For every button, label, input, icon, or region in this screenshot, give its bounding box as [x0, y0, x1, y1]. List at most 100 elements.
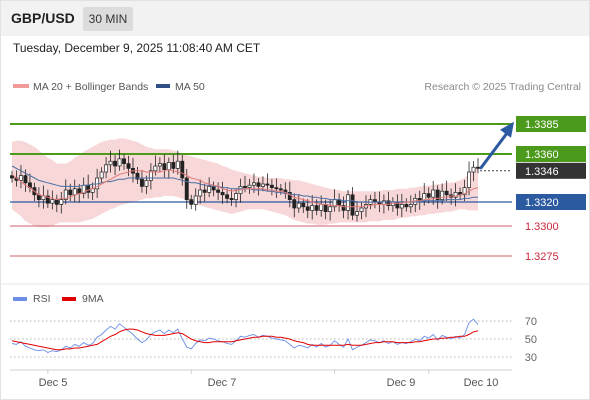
candle [59, 191, 64, 214]
rsi-legend-label: RSI [33, 293, 51, 305]
candle-body [386, 200, 391, 206]
candle-body [256, 182, 261, 187]
ma9-legend-label: 9MA [82, 293, 104, 305]
candle [269, 178, 274, 196]
candle-body [292, 199, 297, 209]
candle [229, 189, 234, 206]
candle-body [381, 200, 386, 205]
candle [189, 194, 194, 210]
candle [243, 175, 247, 193]
candle-body [104, 164, 109, 173]
candle [225, 188, 230, 204]
candle-body [162, 163, 167, 170]
candle [404, 198, 409, 212]
candle [301, 198, 306, 214]
candle-body [337, 199, 342, 206]
candle-body [144, 180, 149, 187]
candle [171, 154, 176, 174]
candle [45, 189, 50, 208]
candle-body [319, 204, 324, 211]
candle [220, 181, 225, 204]
candle-body [157, 163, 162, 167]
candle-body [86, 184, 91, 193]
candle-body [23, 175, 28, 184]
rsi-legend: RSI 9MA [13, 293, 104, 305]
candle-body [269, 184, 274, 188]
candle-body [175, 160, 180, 169]
candle [216, 182, 221, 201]
candle [10, 170, 14, 183]
candle-body [139, 178, 144, 187]
candle-body [68, 189, 73, 196]
candle [139, 170, 144, 193]
candle [144, 175, 149, 195]
x-tick-label: Dec 10 [464, 377, 499, 389]
support-label-1.3320: 1.3320 [525, 197, 559, 209]
candle-body [328, 206, 333, 212]
candle-body [431, 189, 436, 198]
candle-body [117, 158, 122, 167]
candle [256, 178, 261, 196]
ma50-legend-swatch [156, 84, 170, 88]
candle-body [63, 189, 68, 200]
ma50-legend-label: MA 50 [175, 81, 205, 93]
candle-body [54, 199, 59, 205]
candle [314, 199, 319, 216]
candle [50, 190, 55, 210]
resistance-label-1.3360: 1.3360 [525, 149, 559, 161]
candle-body [310, 205, 315, 211]
candle [399, 193, 404, 218]
candle-body [274, 187, 279, 190]
candle-body [108, 160, 113, 166]
candle [462, 179, 467, 202]
candle [328, 199, 333, 221]
candle-body [19, 175, 23, 181]
x-tick-label: Dec 9 [387, 377, 416, 389]
currency-pair-title: GBP/USD [11, 10, 75, 26]
candle [135, 166, 140, 184]
candle-body [99, 171, 104, 179]
candle-body [184, 177, 189, 200]
candle-body [476, 166, 480, 169]
rsi-line [11, 318, 479, 354]
candle [278, 184, 283, 195]
candle [234, 188, 238, 208]
candle-body [408, 204, 413, 208]
candle-body [193, 195, 198, 205]
candle-body [153, 165, 158, 172]
candle [162, 154, 167, 178]
candle-body [350, 194, 355, 216]
candle-body [301, 202, 306, 208]
rsi-tick-label-50: 50 [525, 334, 537, 346]
candle-body [72, 188, 77, 196]
candle [99, 167, 104, 183]
candle-body [462, 187, 467, 196]
current-price-tag [516, 162, 586, 179]
candle-body [229, 198, 234, 200]
candle [198, 179, 203, 204]
candle-body [323, 204, 328, 212]
candle-body [216, 189, 221, 193]
candle [453, 183, 458, 207]
rsi-tick-label-30: 30 [525, 352, 537, 364]
candle-body [189, 199, 194, 205]
candle [104, 157, 109, 179]
candle-body [341, 205, 346, 211]
chart-datetime: Tuesday, December 9, 2025 11:08:40 AM CE… [13, 41, 261, 55]
resistance-tag-1.3385 [516, 116, 586, 132]
ma20-legend-label: MA 20 + Bollinger Bands [33, 81, 148, 93]
candle [117, 149, 122, 171]
candle-body [10, 175, 14, 179]
candle [148, 163, 153, 190]
candle [193, 188, 198, 211]
candle-body [265, 183, 270, 186]
candle-body [202, 189, 207, 193]
timeframe-badge[interactable]: 30 MIN [83, 7, 133, 31]
candle [247, 178, 252, 194]
candle-body [252, 182, 256, 186]
candle-body [404, 204, 409, 208]
rsi-ma9-line [11, 328, 479, 351]
candle [175, 150, 180, 175]
credit-text: Research © 2025 Trading Central [424, 81, 581, 93]
candle-body [359, 207, 364, 212]
